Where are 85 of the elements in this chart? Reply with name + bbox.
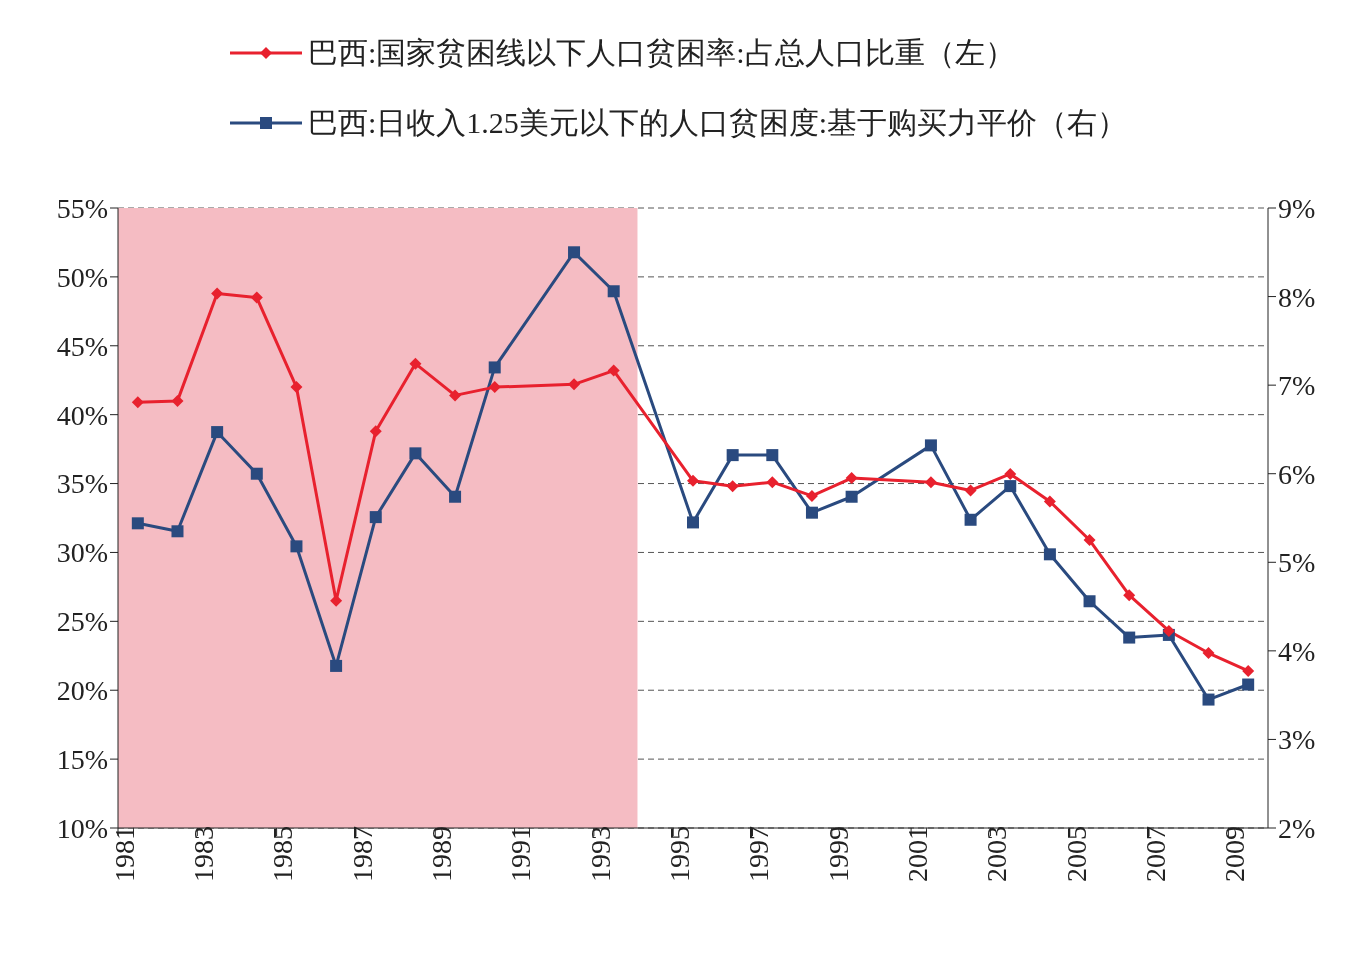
point bbox=[171, 394, 184, 407]
point bbox=[409, 447, 422, 460]
y2-tick-label: 4% bbox=[1278, 635, 1316, 667]
x-tick-label: 2001 bbox=[901, 826, 933, 882]
y2-tick-label: 9% bbox=[1278, 192, 1316, 224]
x-tick-label: 2003 bbox=[981, 826, 1013, 882]
point bbox=[1242, 678, 1255, 691]
point bbox=[369, 425, 382, 438]
y2-tick-label: 6% bbox=[1278, 458, 1316, 490]
point bbox=[687, 516, 699, 529]
point bbox=[607, 285, 620, 298]
point bbox=[1083, 534, 1096, 547]
point bbox=[766, 476, 779, 489]
x-tick-label: 1991 bbox=[505, 826, 537, 882]
x-tick-label: 1983 bbox=[188, 826, 220, 882]
y-tick-label: 45% bbox=[56, 330, 108, 362]
point bbox=[924, 439, 937, 452]
point bbox=[211, 426, 224, 439]
point bbox=[290, 381, 303, 394]
y-tick-label: 30% bbox=[56, 537, 108, 569]
point bbox=[1202, 693, 1215, 706]
point bbox=[568, 378, 581, 391]
point bbox=[1123, 631, 1136, 644]
point bbox=[131, 517, 144, 530]
x-tick-label: 1999 bbox=[822, 826, 854, 882]
x-tick-label: 1987 bbox=[346, 826, 378, 882]
point bbox=[766, 449, 779, 462]
y2-tick-label: 2% bbox=[1278, 812, 1316, 844]
point bbox=[1202, 647, 1215, 660]
x-tick-label: 1985 bbox=[267, 826, 299, 882]
y-tick-label: 55% bbox=[56, 192, 108, 224]
x-tick-label: 1997 bbox=[743, 826, 775, 882]
point bbox=[1043, 495, 1056, 508]
point bbox=[330, 659, 343, 672]
point bbox=[1004, 467, 1017, 480]
legend-label: 巴西:国家贫困线以下人口贫困率:占总人口比重（左） bbox=[308, 34, 1015, 71]
point bbox=[1242, 664, 1255, 677]
point bbox=[1162, 624, 1175, 637]
point bbox=[805, 506, 818, 519]
point bbox=[964, 513, 977, 526]
x-tick-label: 1989 bbox=[426, 826, 458, 882]
point bbox=[687, 474, 699, 487]
point bbox=[924, 476, 937, 489]
point bbox=[409, 357, 422, 370]
point bbox=[211, 287, 224, 300]
point bbox=[488, 361, 501, 374]
x-tick-label: 1995 bbox=[664, 826, 696, 882]
point bbox=[250, 291, 263, 304]
point bbox=[1004, 480, 1017, 493]
point bbox=[1123, 589, 1136, 602]
y-tick-label: 25% bbox=[56, 606, 108, 638]
y2-tick-label: 7% bbox=[1278, 370, 1316, 402]
y-tick-label: 40% bbox=[56, 399, 108, 431]
legend-label: 巴西:日收入1.25美元以下的人口贫困度:基于购买力平价（右） bbox=[308, 104, 1128, 141]
x-tick-label: 1981 bbox=[108, 826, 140, 882]
y-tick-label: 10% bbox=[56, 812, 108, 844]
point bbox=[568, 246, 581, 259]
point bbox=[131, 396, 144, 409]
x-tick-label: 2007 bbox=[1139, 826, 1171, 882]
point bbox=[964, 484, 977, 497]
y2-tick-label: 5% bbox=[1278, 547, 1316, 579]
point bbox=[171, 525, 184, 538]
point bbox=[607, 364, 620, 377]
point bbox=[488, 381, 501, 394]
x-tick-label: 2009 bbox=[1219, 826, 1251, 882]
point bbox=[290, 540, 303, 553]
point bbox=[845, 490, 858, 503]
point bbox=[1083, 595, 1096, 608]
point bbox=[1043, 548, 1056, 561]
x-tick-label: 2005 bbox=[1060, 826, 1092, 882]
y2-tick-label: 3% bbox=[1278, 724, 1316, 756]
point bbox=[250, 467, 263, 480]
point bbox=[449, 490, 462, 503]
point bbox=[805, 489, 818, 502]
y-tick-label: 50% bbox=[56, 261, 108, 293]
point bbox=[726, 480, 739, 493]
x-tick-label: 1993 bbox=[584, 826, 616, 882]
point bbox=[369, 511, 382, 524]
y-tick-label: 15% bbox=[56, 744, 108, 776]
point bbox=[845, 472, 858, 485]
point bbox=[726, 449, 739, 462]
point bbox=[449, 389, 462, 402]
y-tick-label: 20% bbox=[56, 675, 108, 707]
y-tick-label: 35% bbox=[56, 468, 108, 500]
y2-tick-label: 8% bbox=[1278, 281, 1316, 313]
